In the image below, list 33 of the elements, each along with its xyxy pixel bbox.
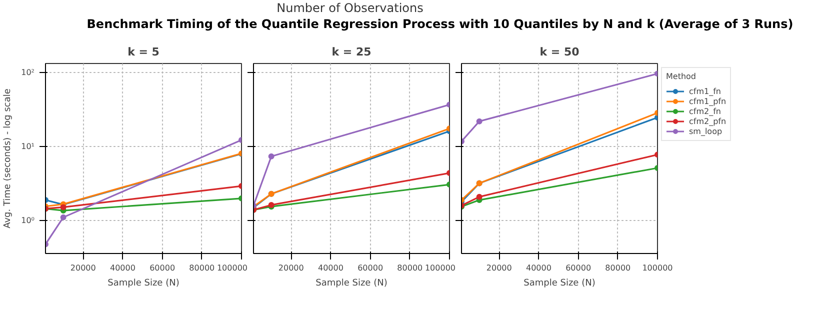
legend-title: Method bbox=[666, 72, 698, 81]
legend-label: sm_loop bbox=[689, 126, 722, 136]
x-axis-title: Sample Size (N) bbox=[316, 278, 388, 288]
x-axis-title: Sample Size (N) bbox=[108, 278, 180, 288]
x-tick-label: 40000 bbox=[318, 264, 344, 272]
y-tick-label: 10² bbox=[21, 68, 35, 78]
x-axis-title: Sample Size (N) bbox=[524, 278, 596, 288]
y-tick-label: 10¹ bbox=[21, 142, 35, 152]
chart-title: k = 50 bbox=[540, 46, 580, 58]
legend-label: cfm1_pfn bbox=[689, 96, 726, 106]
x-tick-label: 20000 bbox=[70, 264, 96, 272]
legend-label: cfm2_pfn bbox=[689, 116, 726, 126]
x-tick-label: 80000 bbox=[605, 264, 631, 272]
x-tick-label: 60000 bbox=[358, 264, 384, 272]
legend-label: cfm1_fn bbox=[689, 86, 721, 96]
chart-title: k = 25 bbox=[332, 46, 372, 58]
x-tick-label: 40000 bbox=[526, 264, 552, 272]
x-tick-label: 60000 bbox=[566, 264, 592, 272]
x-tick-label: 80000 bbox=[397, 264, 423, 272]
x-tick-label: 40000 bbox=[110, 264, 136, 272]
y-tick-label: 10⁰ bbox=[21, 216, 35, 226]
chart-title: k = 5 bbox=[128, 46, 160, 58]
x-tick-label: 100000 bbox=[424, 264, 456, 272]
x-tick-label: 20000 bbox=[486, 264, 512, 272]
x-tick-label: 80000 bbox=[189, 264, 215, 272]
y-axis-title: Avg. Time (seconds) - log scale bbox=[3, 88, 14, 228]
legend-label: cfm2_fn bbox=[689, 106, 721, 116]
x-tick-label: 60000 bbox=[150, 264, 176, 272]
text: Number of Observations bbox=[276, 0, 424, 17]
text: Benchmark Timing of the Quantile Regression Process with 10 Quantiles by N and k (Average of 3 Runs) bbox=[86, 16, 794, 33]
x-tick-label: 20000 bbox=[278, 264, 304, 272]
x-tick-label: 100000 bbox=[642, 264, 673, 272]
x-tick-label: 100000 bbox=[216, 264, 248, 272]
